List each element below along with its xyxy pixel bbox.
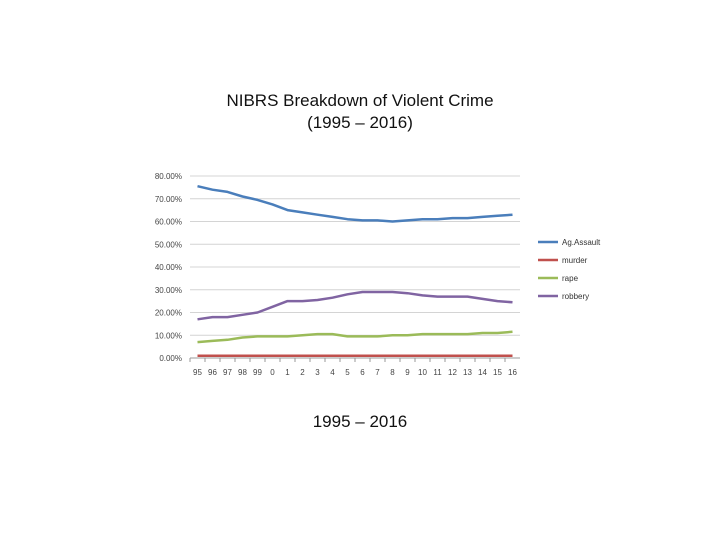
chart-title-line-2: (1995 – 2016) <box>307 113 413 132</box>
x-tick-label: 11 <box>433 368 442 377</box>
x-tick-label: 1 <box>285 368 290 377</box>
y-tick-label: 50.00% <box>155 240 182 249</box>
chart-title-line-1: NIBRS Breakdown of Violent Crime <box>226 91 494 110</box>
x-tick-label: 7 <box>375 368 380 377</box>
x-tick-label: 95 <box>193 368 202 377</box>
x-tick-label: 14 <box>478 368 487 377</box>
x-tick-label: 15 <box>493 368 502 377</box>
x-tick-label: 2 <box>300 368 305 377</box>
slide-caption: 1995 – 2016 <box>312 412 408 431</box>
legend-label-ag-assault: Ag.Assault <box>562 238 601 247</box>
legend-label-rape: rape <box>562 274 579 283</box>
x-tick-label: 96 <box>208 368 217 377</box>
x-tick-label: 10 <box>418 368 427 377</box>
y-tick-label: 30.00% <box>155 286 182 295</box>
x-tick-label: 3 <box>315 368 320 377</box>
x-tick-label: 12 <box>448 368 457 377</box>
x-tick-label: 9 <box>405 368 410 377</box>
x-tick-label: 6 <box>360 368 365 377</box>
y-tick-label: 0.00% <box>159 354 182 363</box>
x-tick-label: 0 <box>270 368 275 377</box>
x-tick-label: 98 <box>238 368 247 377</box>
series-line-robbery <box>197 290 513 321</box>
y-tick-label: 40.00% <box>155 263 182 272</box>
x-tick-label: 4 <box>330 368 335 377</box>
y-tick-label: 70.00% <box>155 195 182 204</box>
series-line-rape <box>197 330 513 344</box>
y-tick-label: 20.00% <box>155 309 182 318</box>
series-line-ag-assault <box>197 184 513 223</box>
y-tick-label: 60.00% <box>155 218 182 227</box>
legend-label-robbery: robbery <box>562 292 589 301</box>
x-tick-label: 8 <box>390 368 395 377</box>
x-tick-label: 99 <box>253 368 262 377</box>
x-tick-label: 16 <box>508 368 517 377</box>
legend-label-murder: murder <box>562 256 588 265</box>
y-tick-label: 80.00% <box>155 172 182 181</box>
x-tick-label: 97 <box>223 368 232 377</box>
x-tick-label: 13 <box>463 368 472 377</box>
x-tick-label: 5 <box>345 368 350 377</box>
y-tick-label: 10.00% <box>155 331 182 340</box>
